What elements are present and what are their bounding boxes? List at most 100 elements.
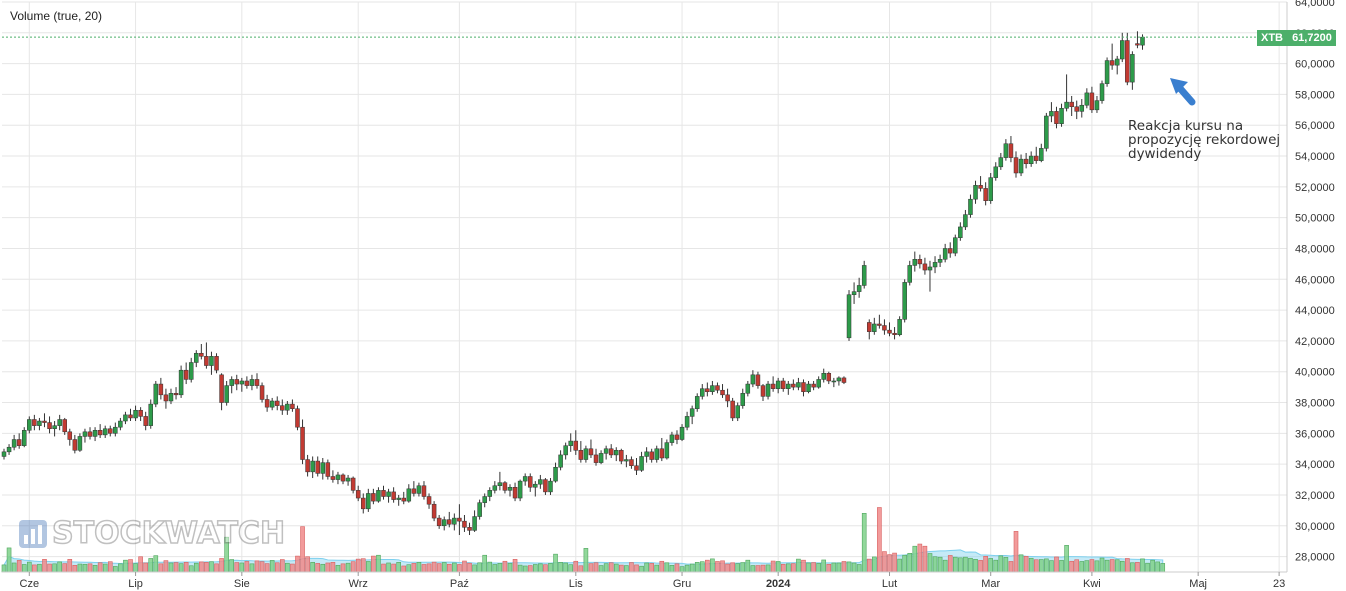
volume-bar <box>796 558 801 573</box>
candle <box>867 319 872 340</box>
volume-bar <box>887 554 892 573</box>
candle <box>239 377 245 392</box>
volume-bar <box>204 562 209 573</box>
price-tick-label: 28,0000 <box>1295 552 1335 564</box>
volume-bar <box>806 562 811 573</box>
volume-bar <box>330 562 336 573</box>
volume-bar <box>457 564 462 573</box>
volume-bar <box>507 563 513 573</box>
candle <box>801 379 806 397</box>
volume-bar <box>720 560 725 573</box>
volume-bar <box>1059 560 1064 573</box>
volume-bar <box>568 564 574 573</box>
price-tick-label: 44,0000 <box>1295 305 1335 317</box>
volume-bar <box>679 566 685 573</box>
volume-bar <box>1150 559 1155 573</box>
time-tick-label: Lis <box>569 578 584 590</box>
candle <box>67 428 73 446</box>
candle <box>487 487 493 502</box>
candle <box>133 405 138 422</box>
candle-body <box>538 479 543 485</box>
volume-bar <box>97 562 103 573</box>
volume-bar <box>1044 558 1049 573</box>
price-tick-label: 34,0000 <box>1295 459 1335 471</box>
candle-body <box>199 352 204 357</box>
candle <box>396 494 401 506</box>
volume-bar <box>558 562 563 573</box>
volume-bar <box>578 565 584 573</box>
candle-body <box>715 385 720 391</box>
volume-bar <box>254 560 260 573</box>
candle-body <box>330 476 336 480</box>
candle <box>639 451 644 472</box>
price-tick-label: 42,0000 <box>1295 336 1335 348</box>
candle <box>533 481 538 497</box>
volume-bar <box>937 556 943 573</box>
candle-body <box>836 377 842 382</box>
candle <box>102 425 108 438</box>
volume-bar <box>360 558 366 573</box>
volume-bar <box>907 552 913 573</box>
candle <box>629 456 634 469</box>
candle-body <box>902 282 907 320</box>
candle-body <box>62 419 67 433</box>
candle-body <box>548 480 553 493</box>
candle <box>603 445 609 460</box>
candle-body <box>108 428 113 434</box>
price-tick-label: 38,0000 <box>1295 398 1335 410</box>
volume-bar <box>851 562 857 573</box>
candle <box>563 442 568 460</box>
candle-body <box>629 459 634 466</box>
candle <box>512 482 518 502</box>
volume-bar <box>305 556 310 573</box>
candle <box>188 357 194 383</box>
candle-body <box>765 383 771 397</box>
candle-body <box>1028 155 1034 165</box>
candle <box>983 182 988 206</box>
candle <box>1028 151 1034 167</box>
candle <box>963 209 968 230</box>
candle <box>796 377 801 391</box>
volume-bar <box>118 563 123 573</box>
candle-body <box>947 248 953 254</box>
candle <box>502 481 508 494</box>
volume-bar <box>300 526 305 573</box>
candle <box>821 368 826 383</box>
candle <box>209 351 214 375</box>
candle <box>52 421 57 437</box>
candle <box>1084 88 1090 109</box>
volume-bar <box>983 556 988 573</box>
candle <box>548 478 553 495</box>
candle <box>376 487 381 503</box>
candle-body <box>396 497 401 500</box>
candle-body <box>968 198 973 215</box>
price-tick-label: 40,0000 <box>1295 367 1335 379</box>
candle-body <box>983 188 988 201</box>
candle <box>780 377 786 392</box>
candle <box>730 397 735 422</box>
time-tick-label: 2024 <box>766 578 791 590</box>
time-tick-label: Wrz <box>349 578 368 590</box>
candle <box>386 488 391 503</box>
candle <box>462 515 467 532</box>
volume-bar <box>269 560 275 573</box>
candle <box>77 433 83 452</box>
volume-bar <box>158 563 164 573</box>
volume-bar <box>750 565 756 573</box>
candle <box>872 317 877 335</box>
volume-bar <box>133 563 138 573</box>
candle <box>831 377 837 388</box>
volume-bar <box>649 563 654 573</box>
volume-bar <box>148 558 154 573</box>
candle <box>1135 31 1140 49</box>
volume-bar <box>664 562 670 573</box>
candle-body <box>173 393 179 396</box>
volume-bar <box>249 563 255 573</box>
candle-body <box>598 453 604 463</box>
candle <box>391 487 396 503</box>
candle <box>497 471 503 491</box>
candle-body <box>82 431 88 437</box>
candle <box>1099 80 1105 104</box>
time-tick-label: Mar <box>981 578 1000 590</box>
volume-bar <box>128 559 133 573</box>
